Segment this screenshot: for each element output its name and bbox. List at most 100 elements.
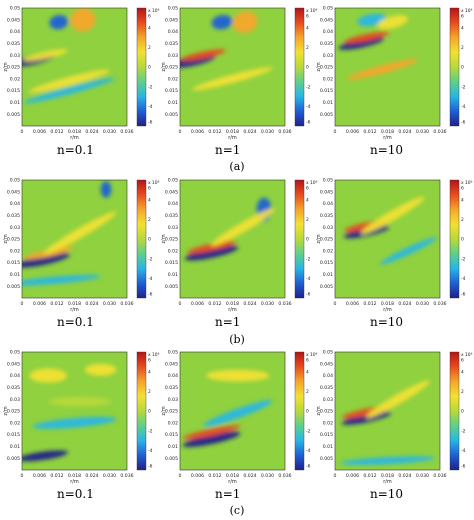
x-axis-label: r/m bbox=[383, 479, 392, 485]
y-tick-label: 0.015 bbox=[7, 88, 20, 94]
y-tick-label: 0.01 bbox=[10, 100, 20, 106]
field-feature bbox=[100, 181, 112, 198]
y-tick-label: 0.035 bbox=[165, 213, 178, 219]
y-tick-label: 0.015 bbox=[7, 432, 20, 438]
colorbar-tick-label: 0 bbox=[306, 237, 309, 243]
y-tick-label: 0.045 bbox=[165, 361, 178, 367]
y-tick-label: 0.045 bbox=[320, 17, 333, 23]
y-tick-label: 0.05 bbox=[168, 350, 178, 356]
x-tick-label: 0.018 bbox=[68, 301, 81, 307]
y-tick-label: 0.01 bbox=[323, 444, 333, 450]
colorbar-scale-label: x 10⁶ bbox=[461, 180, 473, 186]
x-tick-label: 0.036 bbox=[120, 129, 133, 135]
y-tick-label: 0.03 bbox=[323, 53, 333, 59]
y-axis-label: z/m bbox=[316, 406, 322, 415]
field-feature bbox=[23, 77, 115, 104]
x-tick-label: 0.024 bbox=[85, 301, 98, 307]
colorbar-tick-label: 2 bbox=[461, 45, 464, 51]
panel-n-label: n=10 bbox=[370, 143, 403, 157]
colorbar bbox=[294, 179, 305, 299]
colorbar-tick-label: 4 bbox=[148, 197, 151, 203]
x-tick-label: 0.012 bbox=[208, 129, 221, 135]
field-feature bbox=[343, 31, 390, 44]
colorbar-tick-label: -6 bbox=[461, 120, 466, 126]
x-tick-label: 0.012 bbox=[208, 301, 221, 307]
x-axis-label: r/m bbox=[228, 479, 237, 485]
x-tick-label: 0.036 bbox=[278, 129, 291, 135]
y-tick-label: 0.05 bbox=[323, 178, 333, 184]
heatmap-field bbox=[335, 352, 440, 470]
y-tick-label: 0.04 bbox=[10, 201, 20, 207]
y-tick-label: 0.035 bbox=[7, 385, 20, 391]
y-tick-label: 0.01 bbox=[168, 100, 178, 106]
colorbar-scale-label: x 10⁶ bbox=[461, 8, 473, 14]
y-tick-label: 0.015 bbox=[320, 88, 333, 94]
y-tick-label: 0.02 bbox=[168, 420, 178, 426]
y-tick-label: 0.05 bbox=[10, 6, 20, 12]
y-axis-label: z/m bbox=[316, 234, 322, 243]
colorbar-tick-label: 6 bbox=[306, 14, 309, 20]
x-tick-label: 0.012 bbox=[363, 129, 376, 135]
x-tick-label: 0.024 bbox=[85, 473, 98, 479]
colorbar-scale-label: x 10⁶ bbox=[148, 8, 160, 14]
y-tick-label: 0.015 bbox=[7, 260, 20, 266]
colorbar bbox=[294, 7, 305, 127]
y-tick-label: 0.005 bbox=[165, 456, 178, 462]
plot-frame bbox=[179, 7, 286, 127]
colorbar-tick-label: -6 bbox=[148, 464, 153, 470]
heatmap-panel: 0.05 0.045 0.04 0.035 0.03 0.025 0.02 0.015 0.01… bbox=[3, 350, 160, 501]
heatmap-field bbox=[180, 8, 285, 126]
colorbar-tick-label: -6 bbox=[148, 120, 153, 126]
y-tick-label: 0.045 bbox=[7, 189, 20, 195]
field-feature bbox=[186, 240, 237, 254]
y-axis-label: z/m bbox=[161, 406, 167, 415]
colorbar bbox=[294, 351, 305, 471]
y-axis-label: z/m bbox=[3, 234, 9, 243]
y-tick-label: 0.01 bbox=[323, 100, 333, 106]
heatmap-field bbox=[180, 180, 285, 298]
colorbar-tick-label: 2 bbox=[148, 45, 151, 51]
x-axis-label: r/m bbox=[383, 135, 392, 141]
colorbar-tick-label: -2 bbox=[306, 428, 311, 434]
field-feature bbox=[184, 245, 239, 261]
field-feature bbox=[49, 14, 69, 30]
y-tick-label: 0.025 bbox=[7, 409, 20, 415]
y-tick-label: 0.045 bbox=[320, 189, 333, 195]
colorbar-tick-label: 0 bbox=[148, 65, 151, 71]
y-tick-label: 0.045 bbox=[165, 189, 178, 195]
x-tick-label: 0.024 bbox=[398, 129, 411, 135]
colorbar-tick-label: 6 bbox=[148, 358, 151, 364]
colorbar-tick-label: 0 bbox=[461, 237, 464, 243]
colorbar-tick-label: 0 bbox=[306, 409, 309, 415]
plot-frame bbox=[179, 179, 286, 299]
y-tick-label: 0.015 bbox=[165, 432, 178, 438]
colorbar-tick-label: 6 bbox=[306, 186, 309, 192]
x-axis-label: r/m bbox=[70, 307, 79, 313]
x-tick-label: 0.006 bbox=[346, 301, 359, 307]
y-tick-label: 0.05 bbox=[323, 6, 333, 12]
x-tick-label: 0.006 bbox=[33, 129, 46, 135]
panel-n-label: n=0.1 bbox=[57, 315, 94, 329]
colorbar-tick-label: 6 bbox=[461, 358, 464, 364]
colorbar-tick-label: -2 bbox=[461, 256, 466, 262]
x-tick-label: 0.012 bbox=[208, 473, 221, 479]
y-tick-label: 0.025 bbox=[165, 237, 178, 243]
x-tick-label: 0.036 bbox=[120, 301, 133, 307]
field-feature bbox=[22, 274, 101, 286]
colorbar-tick-label: -6 bbox=[306, 120, 311, 126]
field-feature bbox=[211, 208, 275, 247]
y-tick-label: 0.035 bbox=[320, 385, 333, 391]
y-tick-label: 0.025 bbox=[320, 237, 333, 243]
x-tick-label: 0.006 bbox=[346, 129, 359, 135]
x-tick-label: 0.006 bbox=[191, 473, 204, 479]
colorbar-scale-label: x 10⁶ bbox=[148, 180, 160, 186]
y-tick-label: 0.005 bbox=[7, 284, 20, 290]
heatmap-panel: 0.05 0.045 0.04 0.035 0.03 0.025 0.02 0.015 0.01… bbox=[316, 6, 473, 157]
field-feature bbox=[43, 211, 117, 255]
y-tick-label: 0.02 bbox=[168, 248, 178, 254]
field-feature bbox=[203, 400, 273, 427]
field-feature bbox=[346, 59, 418, 80]
x-tick-label: 0.024 bbox=[243, 301, 256, 307]
colorbar-tick-label: 6 bbox=[461, 14, 464, 20]
colorbar-tick-label: 4 bbox=[461, 197, 464, 203]
